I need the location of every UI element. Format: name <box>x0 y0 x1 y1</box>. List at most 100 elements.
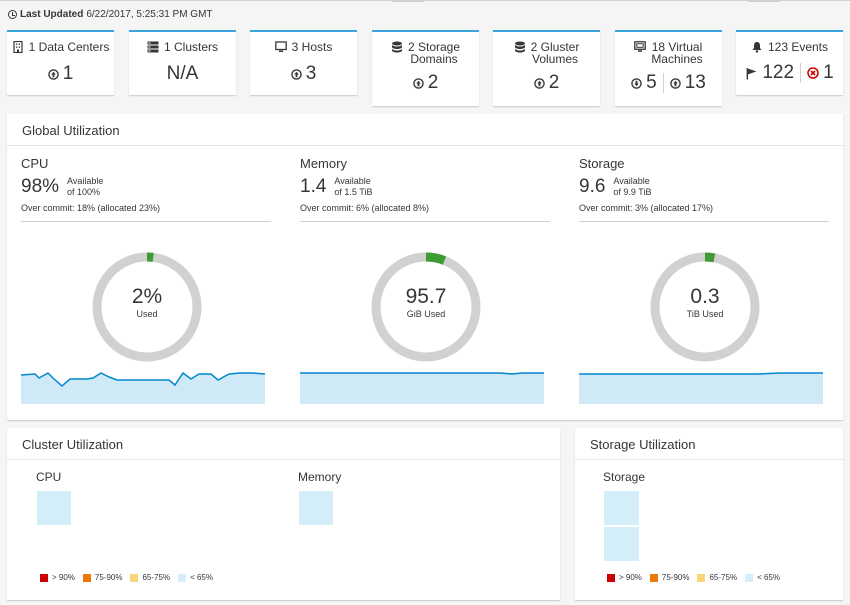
storage-sparkline[interactable] <box>579 372 823 404</box>
global-utilization-panel: Global Utilization CPU 98% Available of 1… <box>7 114 843 420</box>
cluster-icon <box>147 41 159 53</box>
card-data-centers[interactable]: 1 Data Centers 1 <box>7 30 114 95</box>
panel-title: Storage Utilization <box>575 428 843 460</box>
warning-count[interactable]: 122 <box>762 62 795 83</box>
cpu-heatmap-cell[interactable] <box>37 491 71 525</box>
legend-label: 75-90% <box>661 573 690 582</box>
available-label: Available <box>67 176 104 186</box>
database-icon <box>391 41 402 53</box>
legend-label: > 90% <box>619 573 642 582</box>
up-count[interactable]: 1 <box>62 63 74 84</box>
cpu-donut-chart[interactable] <box>92 252 202 362</box>
virtual-machine-icon <box>634 41 647 52</box>
used-value: 0.3 <box>690 285 720 308</box>
cluster-utilization-panel: Cluster Utilization CPU Memory > 90% 75-… <box>7 428 560 600</box>
last-updated-label: Last Updated <box>20 9 84 20</box>
utilization-cpu: CPU 98% Available of 100% Over commit: 18… <box>21 156 271 404</box>
used-value: 2% <box>131 285 163 308</box>
used-label: TiB Used <box>686 309 724 319</box>
legend-swatch <box>649 573 658 582</box>
memory-donut-chart[interactable] <box>371 252 481 362</box>
card-title-line2: Machines <box>651 52 703 66</box>
up-count[interactable]: 2 <box>427 72 439 93</box>
up-count[interactable]: 2 <box>548 72 560 93</box>
cpu-sparkline[interactable] <box>21 372 265 404</box>
available-total: of 100% <box>67 187 101 197</box>
divider <box>662 73 664 93</box>
available-value: 9.6 <box>579 176 606 197</box>
down-count[interactable]: 5 <box>646 72 657 93</box>
storage-heatmap-cell[interactable] <box>604 527 639 561</box>
available-label: Available <box>613 176 650 186</box>
storage-donut-chart[interactable] <box>650 252 760 362</box>
arrow-down-circle-icon <box>631 77 642 89</box>
donut-used-arc <box>650 252 760 362</box>
card-gluster-volumes[interactable]: 2 Gluster Volumes 2 <box>493 30 600 106</box>
utilization-memory: Memory 1.4 Available of 1.5 TiB Over comm… <box>300 156 550 404</box>
card-title-line2: Domains <box>410 52 458 66</box>
overcommit-text: Over commit: 18% (allocated 23%) <box>21 203 271 222</box>
utilization-label: Storage <box>579 156 625 171</box>
legend-swatch <box>40 573 48 582</box>
legend-label: < 65% <box>757 573 780 582</box>
flag-icon <box>746 67 757 79</box>
card-title: 123 Events <box>767 40 829 54</box>
database-icon <box>514 41 525 53</box>
card-title: 2 Gluster <box>530 40 580 54</box>
utilization-storage: Storage 9.6 Available of 9.9 TiB Over com… <box>579 156 829 404</box>
card-clusters[interactable]: 1 Clusters N/A <box>129 30 236 95</box>
used-label: Used <box>136 309 158 319</box>
used-label: GiB Used <box>406 309 446 319</box>
monitor-icon <box>274 41 287 52</box>
divider <box>800 63 802 83</box>
legend-label: > 90% <box>52 573 75 582</box>
utilization-label: Memory <box>300 156 347 171</box>
top-border <box>0 0 850 1</box>
legend-swatch <box>82 573 91 582</box>
card-hosts[interactable]: 3 Hosts 3 <box>250 30 357 95</box>
overcommit-text: Over commit: 6% (allocated 8%) <box>300 203 550 222</box>
available-label: Available <box>334 176 371 186</box>
clock-icon <box>8 10 17 19</box>
available-total: of 9.9 TiB <box>613 187 652 197</box>
legend-label: 65-75% <box>142 573 171 582</box>
card-storage-domains[interactable]: 2 Storage Domains 2 <box>372 30 479 106</box>
available-total: of 1.5 TiB <box>334 187 373 197</box>
arrow-up-circle-icon <box>669 77 681 89</box>
heatmap-legend: > 90% 75-90% 65-75% < 65% <box>607 573 788 582</box>
top-tab-indicator <box>748 0 780 2</box>
up-count[interactable]: 3 <box>305 63 317 84</box>
card-title: 1 Data Centers <box>28 40 110 54</box>
memory-sparkline[interactable] <box>300 372 544 404</box>
error-circle-icon <box>807 67 819 79</box>
top-tab-indicator <box>392 0 424 2</box>
cluster-status-value: N/A <box>166 63 199 84</box>
overcommit-text: Over commit: 3% (allocated 17%) <box>579 203 829 222</box>
legend-swatch <box>130 573 139 582</box>
card-title: 1 Clusters <box>163 40 219 54</box>
available-value: 1.4 <box>300 176 327 197</box>
available-value: 98% <box>21 176 60 197</box>
card-title: 18 Virtual <box>651 40 703 54</box>
card-title: 2 Storage <box>407 40 461 54</box>
arrow-up-circle-icon <box>412 77 424 89</box>
legend-swatch <box>745 573 754 582</box>
bell-icon <box>752 42 762 53</box>
heatmap-label-cpu: CPU <box>36 470 62 484</box>
storage-heatmap-cell[interactable] <box>604 491 639 525</box>
heatmap-legend: > 90% 75-90% 65-75% < 65% <box>40 573 221 582</box>
card-events[interactable]: 123 Events 122 1 <box>736 30 843 95</box>
card-virtual-machines[interactable]: 18 Virtual Machines 5 13 <box>615 30 722 106</box>
donut-used-arc <box>371 252 481 362</box>
legend-swatch <box>697 573 706 582</box>
legend-swatch <box>178 573 187 582</box>
legend-label: < 65% <box>190 573 213 582</box>
heatmap-label-memory: Memory <box>298 470 342 484</box>
memory-heatmap-cell[interactable] <box>299 491 333 525</box>
utilization-label: CPU <box>21 156 49 171</box>
panel-title: Global Utilization <box>7 114 843 146</box>
arrow-up-circle-icon <box>290 68 302 80</box>
up-count[interactable]: 13 <box>684 72 706 93</box>
error-count[interactable]: 1 <box>823 62 834 83</box>
card-title: 3 Hosts <box>291 40 333 54</box>
